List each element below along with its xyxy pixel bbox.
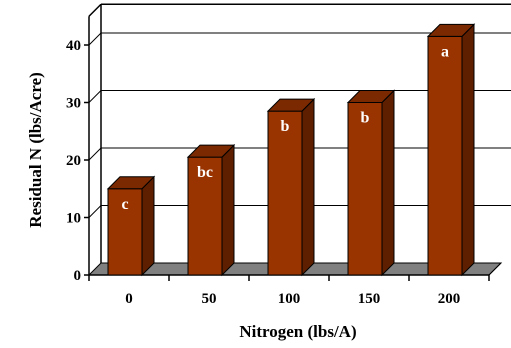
- gridline-connector: [88, 32, 102, 46]
- x-tick-label: 150: [358, 291, 381, 307]
- y-tick-label: 30: [66, 96, 81, 112]
- bar: b: [346, 89, 396, 277]
- x-tick-label: 0: [125, 291, 133, 307]
- bar-data-label: c: [121, 196, 128, 213]
- bar-data-label: b: [281, 118, 290, 135]
- bar: c: [106, 175, 156, 277]
- bar-side: [461, 23, 475, 277]
- bar-top: [426, 23, 476, 37]
- x-axis-label: Nitrogen (lbs/A): [239, 322, 356, 341]
- bar-top: [186, 144, 236, 158]
- bar: bc: [186, 143, 236, 277]
- bar-top: [266, 98, 316, 112]
- bar-front: [267, 110, 303, 276]
- y-tick-label: 0: [74, 268, 82, 284]
- bar-data-label: bc: [197, 164, 213, 181]
- bar-side: [301, 97, 315, 277]
- bar-front: [427, 35, 463, 276]
- bar-data-label: b: [361, 110, 370, 127]
- x-tick-labels: 0 50 100 150 200: [125, 291, 460, 307]
- y-axis-label: Residual N (lbs/Acre): [26, 72, 45, 228]
- bar-top: [106, 176, 156, 190]
- bar: a: [426, 23, 476, 277]
- bar-side: [381, 89, 395, 277]
- y-axis-top-connector: [88, 3, 102, 17]
- gridline-connector: [88, 205, 102, 218]
- bar-side: [221, 143, 235, 277]
- y-tick-labels: 0 10 20 30 40: [66, 38, 81, 284]
- x-tick-label: 100: [278, 291, 301, 307]
- bar-front: [187, 156, 223, 276]
- floor-right-edge: [488, 262, 502, 276]
- bar-top: [346, 90, 396, 103]
- y-tick-label: 40: [66, 38, 81, 54]
- bar-data-label: a: [441, 43, 449, 60]
- bar-front: [347, 102, 383, 276]
- y-tick-label: 20: [66, 153, 81, 169]
- x-tick-label: 50: [202, 291, 217, 307]
- gridline-connector: [88, 90, 102, 103]
- bar-side: [141, 175, 155, 277]
- bar-front: [107, 188, 143, 276]
- gridline-connector: [88, 147, 102, 161]
- bars: c bc b b a: [106, 23, 476, 277]
- y-tick-label: 10: [66, 211, 81, 227]
- x-tick-label: 200: [438, 291, 461, 307]
- bar: b: [266, 97, 316, 277]
